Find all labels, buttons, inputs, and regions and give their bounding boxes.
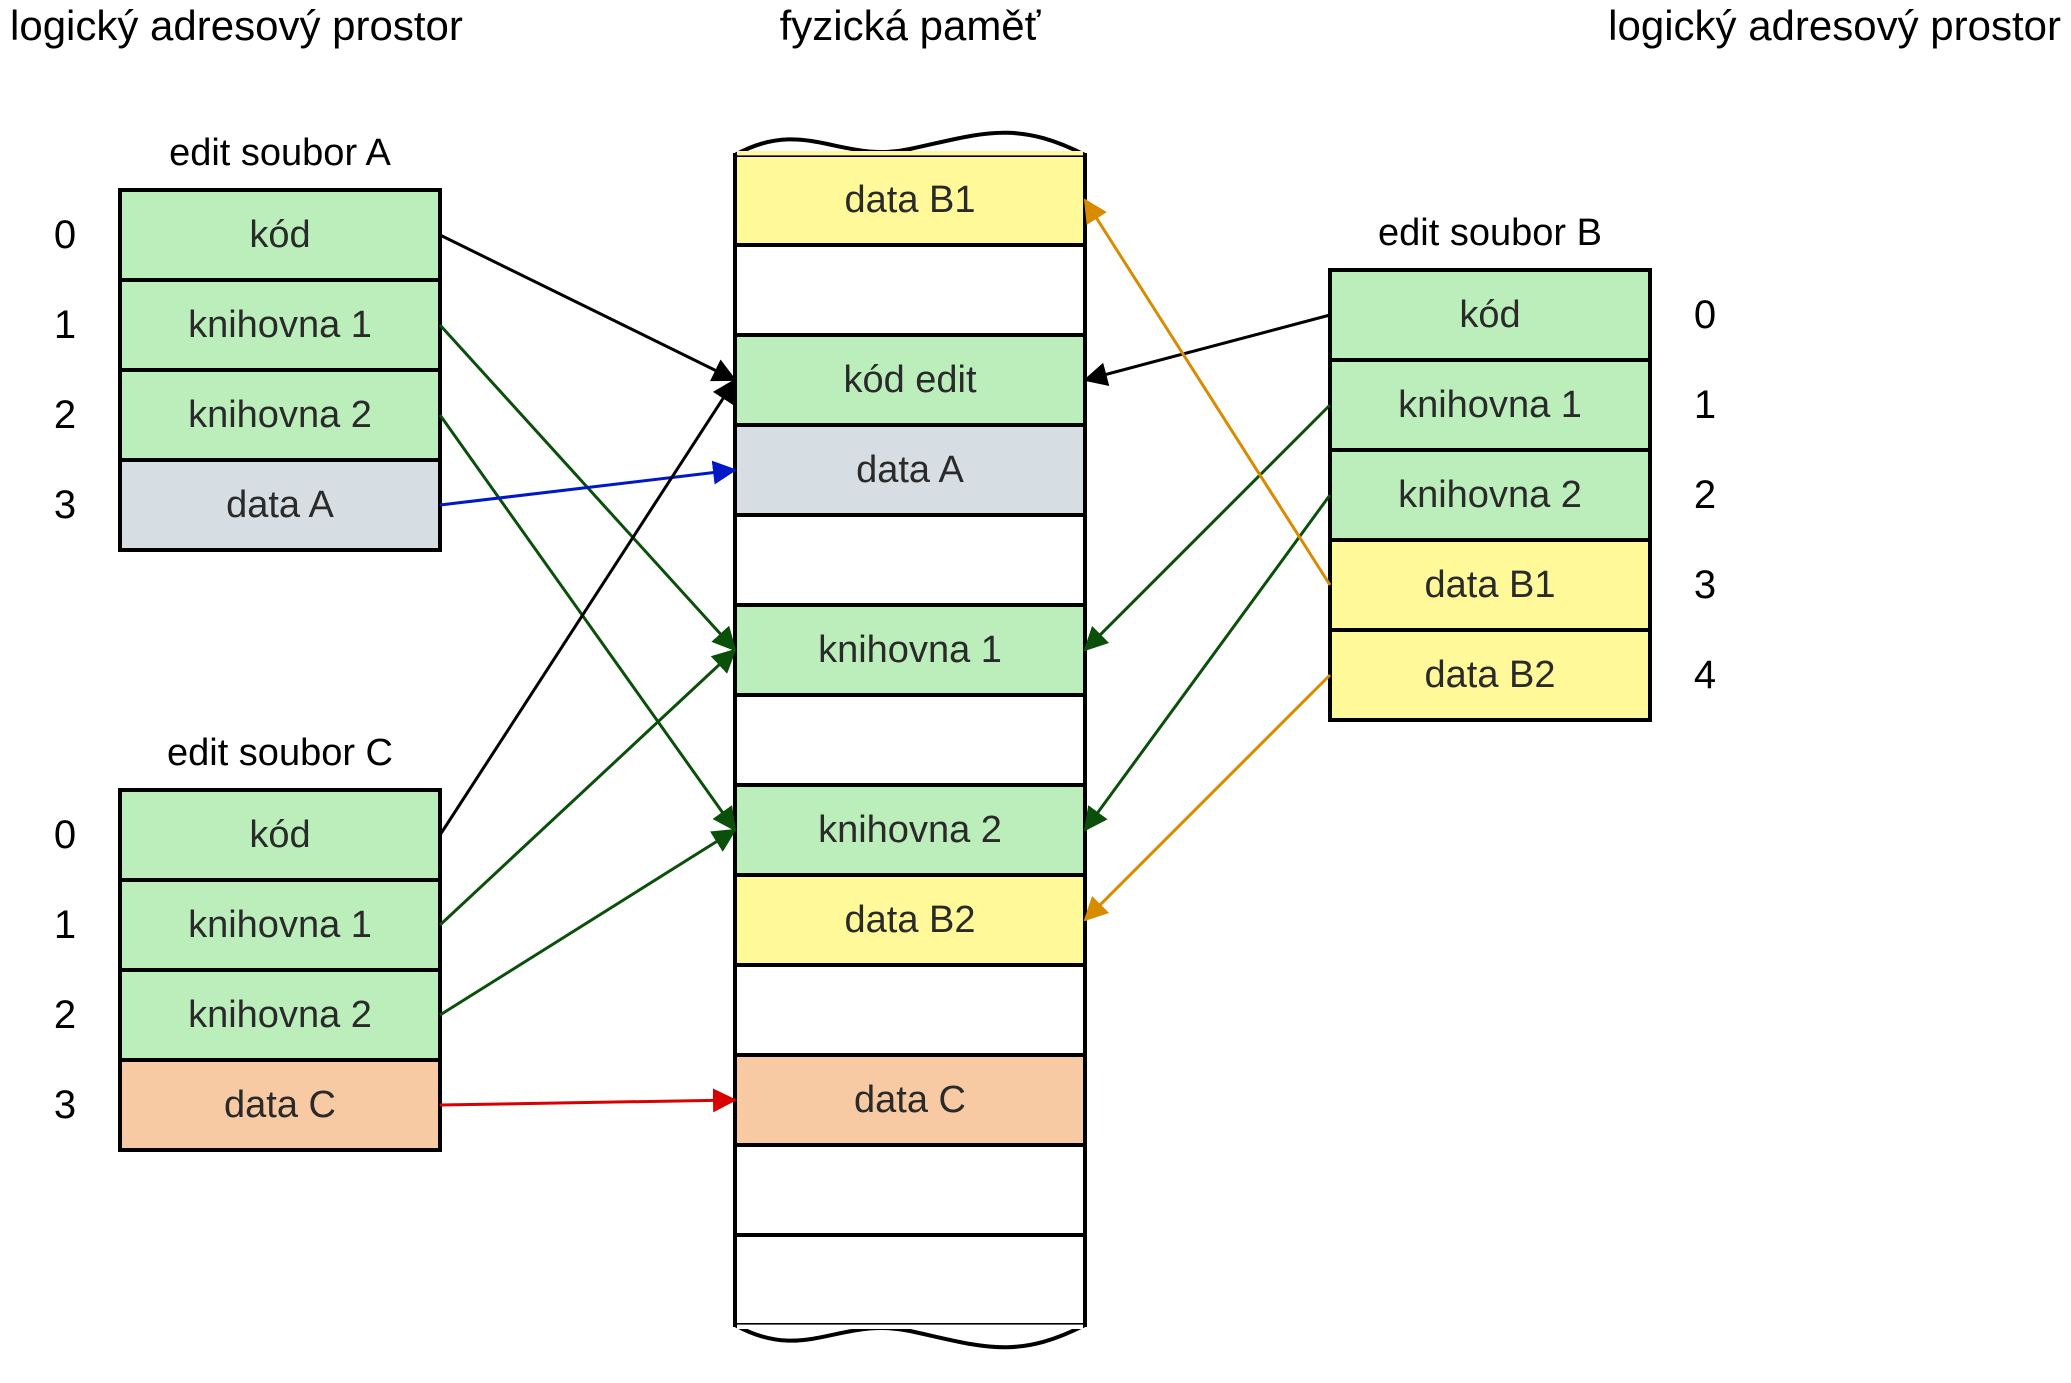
arrow-B4-P8 (1085, 675, 1330, 920)
heading-right: logický adresový prostor (1608, 2, 2061, 49)
table-C-label-1: knihovna 1 (188, 904, 372, 946)
table-A-title: edit soubor A (169, 132, 391, 174)
table-B-label-0: kód (1459, 294, 1520, 336)
arrow-A0-P2 (440, 235, 735, 380)
table-A-idx-3: 3 (54, 483, 76, 527)
table-B-label-1: knihovna 1 (1398, 384, 1582, 426)
table-C-label-2: knihovna 2 (188, 994, 372, 1036)
physmem-label-2: kód edit (843, 359, 977, 401)
physmem-cell-1 (735, 245, 1085, 335)
heading-left: logický adresový prostor (10, 2, 463, 49)
table-B-label-4: data B2 (1425, 654, 1556, 696)
table-C-idx-0: 0 (54, 813, 76, 857)
table-C-label-0: kód (249, 814, 310, 856)
table-C-title: edit soubor C (167, 732, 393, 774)
table-A-label-0: kód (249, 214, 310, 256)
table-B-idx-2: 2 (1694, 473, 1716, 517)
table-B-label-3: data B1 (1425, 564, 1556, 606)
table-C-idx-3: 3 (54, 1083, 76, 1127)
heading-center: fyzická paměť (780, 2, 1042, 49)
arrow-C2-P7 (440, 830, 735, 1015)
physmem-label-7: knihovna 2 (818, 809, 1002, 851)
table-A-label-3: data A (226, 484, 334, 526)
table-A-label-2: knihovna 2 (188, 394, 372, 436)
memory-diagram: logický adresový prostor fyzická paměť log… (0, 0, 2071, 1383)
arrow-B0-P2 (1085, 315, 1330, 380)
physmem-cell-9 (735, 965, 1085, 1055)
physmem-cell-11 (735, 1145, 1085, 1235)
table-A-idx-2: 2 (54, 393, 76, 437)
table-B-idx-4: 4 (1694, 653, 1716, 697)
table-B-idx-0: 0 (1694, 293, 1716, 337)
table-C-label-3: data C (224, 1084, 336, 1126)
table-B-label-2: knihovna 2 (1398, 474, 1582, 516)
table-B-idx-3: 3 (1694, 563, 1716, 607)
table-C-idx-1: 1 (54, 903, 76, 947)
physmem-label-8: data B2 (845, 899, 976, 941)
table-B-idx-1: 1 (1694, 383, 1716, 427)
table-A-idx-1: 1 (54, 303, 76, 347)
physmem-cell-12 (735, 1235, 1085, 1325)
physmem-label-3: data A (856, 449, 964, 491)
arrow-C3-P10 (440, 1100, 735, 1105)
physmem-label-0: data B1 (845, 179, 976, 221)
physmem-label-10: data C (854, 1079, 966, 1121)
arrow-C1-P5 (440, 650, 735, 925)
physmem-label-5: knihovna 1 (818, 629, 1002, 671)
arrow-B2-P7 (1085, 495, 1330, 830)
table-C-idx-2: 2 (54, 993, 76, 1037)
table-A-idx-0: 0 (54, 213, 76, 257)
table-B-title: edit soubor B (1378, 212, 1602, 254)
physmem-cell-6 (735, 695, 1085, 785)
physmem-cell-4 (735, 515, 1085, 605)
table-A-label-1: knihovna 1 (188, 304, 372, 346)
